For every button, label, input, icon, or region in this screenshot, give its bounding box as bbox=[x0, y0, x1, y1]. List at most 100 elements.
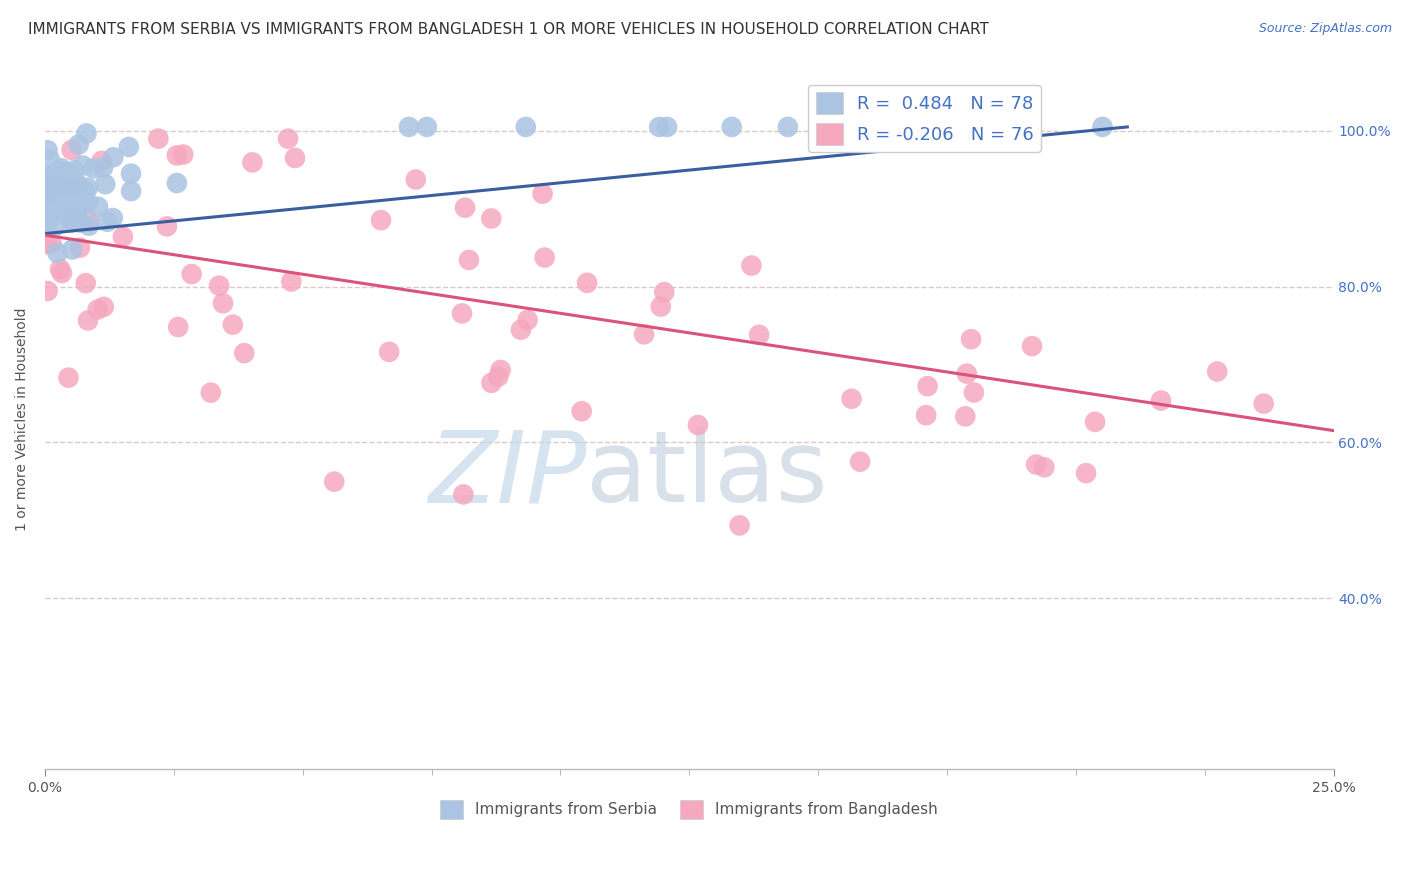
Point bbox=[740, 259, 762, 273]
Point bbox=[51, 161, 73, 176]
Point bbox=[38, 169, 60, 184]
Point bbox=[454, 201, 477, 215]
Point bbox=[77, 215, 100, 229]
Point bbox=[96, 215, 118, 229]
Point bbox=[39, 175, 62, 189]
Point bbox=[963, 385, 986, 400]
Point bbox=[509, 323, 531, 337]
Point bbox=[62, 210, 84, 224]
Point bbox=[827, 120, 849, 134]
Point bbox=[38, 202, 60, 217]
Point bbox=[515, 120, 537, 134]
Point bbox=[486, 369, 509, 384]
Point bbox=[1150, 393, 1173, 408]
Point bbox=[1206, 364, 1229, 378]
Point bbox=[277, 131, 299, 145]
Point bbox=[915, 408, 938, 422]
Point bbox=[166, 148, 188, 162]
Point bbox=[42, 166, 65, 180]
Point bbox=[58, 210, 80, 224]
Point bbox=[531, 186, 554, 201]
Point bbox=[94, 178, 117, 192]
Point bbox=[148, 131, 170, 145]
Point bbox=[1025, 458, 1047, 472]
Point bbox=[1084, 415, 1107, 429]
Point bbox=[77, 219, 100, 233]
Point bbox=[516, 313, 538, 327]
Point bbox=[62, 197, 84, 211]
Point bbox=[101, 211, 124, 225]
Point bbox=[49, 164, 72, 178]
Point bbox=[41, 192, 63, 206]
Point bbox=[451, 306, 474, 320]
Point bbox=[37, 189, 59, 203]
Point bbox=[72, 159, 94, 173]
Point bbox=[118, 140, 141, 154]
Point bbox=[453, 487, 475, 501]
Text: IMMIGRANTS FROM SERBIA VS IMMIGRANTS FROM BANGLADESH 1 OR MORE VEHICLES IN HOUSE: IMMIGRANTS FROM SERBIA VS IMMIGRANTS FRO… bbox=[28, 22, 988, 37]
Point bbox=[748, 327, 770, 342]
Point bbox=[60, 184, 83, 198]
Point bbox=[841, 392, 863, 406]
Point bbox=[776, 120, 799, 134]
Point bbox=[41, 203, 63, 218]
Point bbox=[37, 175, 59, 189]
Point bbox=[58, 183, 80, 197]
Point bbox=[571, 404, 593, 418]
Point bbox=[55, 166, 77, 180]
Point bbox=[222, 318, 245, 332]
Point bbox=[242, 155, 264, 169]
Point bbox=[1091, 120, 1114, 134]
Point bbox=[648, 120, 671, 134]
Point bbox=[51, 183, 73, 197]
Point bbox=[39, 191, 62, 205]
Point bbox=[200, 385, 222, 400]
Point bbox=[849, 455, 872, 469]
Point bbox=[38, 181, 60, 195]
Point bbox=[58, 370, 80, 384]
Point bbox=[69, 199, 91, 213]
Point bbox=[76, 127, 98, 141]
Point bbox=[323, 475, 346, 489]
Point bbox=[284, 151, 307, 165]
Text: Source: ZipAtlas.com: Source: ZipAtlas.com bbox=[1258, 22, 1392, 36]
Point bbox=[37, 284, 59, 298]
Point bbox=[166, 176, 188, 190]
Legend: Immigrants from Serbia, Immigrants from Bangladesh: Immigrants from Serbia, Immigrants from … bbox=[434, 794, 945, 825]
Point bbox=[917, 379, 939, 393]
Point bbox=[405, 172, 427, 186]
Point bbox=[60, 143, 83, 157]
Point bbox=[172, 147, 194, 161]
Point bbox=[67, 179, 90, 194]
Point bbox=[416, 120, 439, 134]
Point bbox=[479, 211, 502, 226]
Point bbox=[650, 300, 672, 314]
Point bbox=[67, 178, 90, 192]
Point bbox=[120, 184, 142, 198]
Point bbox=[60, 243, 83, 257]
Point bbox=[67, 137, 90, 152]
Point bbox=[37, 211, 59, 226]
Point bbox=[51, 187, 73, 202]
Point bbox=[49, 164, 72, 178]
Point bbox=[120, 167, 142, 181]
Point bbox=[1074, 466, 1097, 480]
Point bbox=[66, 212, 89, 227]
Point bbox=[633, 327, 655, 342]
Point bbox=[76, 181, 98, 195]
Y-axis label: 1 or more Vehicles in Household: 1 or more Vehicles in Household bbox=[15, 307, 30, 531]
Point bbox=[208, 278, 231, 293]
Point bbox=[489, 363, 512, 377]
Point bbox=[62, 180, 84, 194]
Point bbox=[52, 202, 75, 216]
Point bbox=[51, 169, 73, 183]
Point bbox=[49, 262, 72, 277]
Point bbox=[58, 211, 80, 226]
Point bbox=[233, 346, 256, 360]
Point bbox=[1253, 396, 1275, 410]
Point bbox=[77, 313, 100, 327]
Point bbox=[728, 518, 751, 533]
Point bbox=[956, 367, 979, 381]
Point bbox=[167, 320, 190, 334]
Point bbox=[44, 219, 66, 234]
